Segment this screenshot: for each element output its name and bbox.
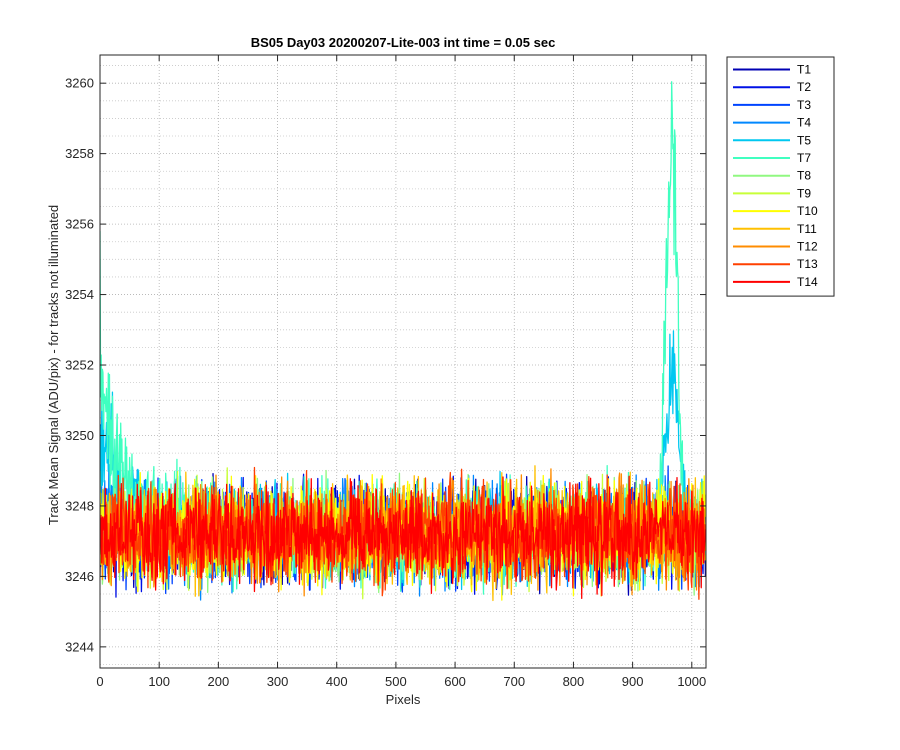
legend: T1 T2 T3 T4 T5 T7 T8 T9 T10 T11 T12 T13 T14	[726, 56, 835, 297]
y-tick-label: 3244	[65, 639, 94, 654]
y-tick-label: 3258	[65, 146, 94, 161]
x-tick-label: 800	[563, 674, 585, 689]
chart-title: BS05 Day03 20200207-Lite-003 int time = …	[251, 35, 556, 50]
y-tick-label: 3260	[65, 76, 94, 91]
x-tick-label: 200	[208, 674, 230, 689]
legend-label-t3: T3	[797, 98, 811, 112]
tick-labels: 0 100 200 300 400 500 600 700 800 900 1000 3244 3246…	[65, 76, 706, 689]
axes-box	[99, 54, 707, 669]
legend-label-t8: T8	[797, 169, 811, 183]
legend-label-t7: T7	[797, 151, 811, 165]
legend-label-t14: T14	[797, 275, 818, 289]
legend-label-t1: T1	[797, 63, 811, 77]
x-tick-label: 900	[622, 674, 644, 689]
legend-label-t13: T13	[797, 257, 818, 271]
axes	[99, 54, 707, 669]
x-tick-label: 400	[326, 674, 348, 689]
y-tick-label: 3250	[65, 428, 94, 443]
y-tick-label: 3248	[65, 498, 94, 513]
legend-label-t5: T5	[797, 133, 811, 147]
legend-label-t9: T9	[797, 186, 811, 200]
y-tick-label: 3254	[65, 287, 94, 302]
y-tick-label: 3246	[65, 569, 94, 584]
grid	[99, 55, 706, 668]
y-tick-label: 3252	[65, 358, 94, 373]
legend-label-t4: T4	[797, 116, 811, 130]
legend-label-t11: T11	[797, 222, 817, 236]
y-tick-label: 3256	[65, 217, 94, 232]
series-line-t14	[100, 475, 706, 599]
x-tick-label: 100	[148, 674, 170, 689]
series-lines	[100, 81, 706, 602]
x-tick-label: 300	[267, 674, 289, 689]
x-tick-label: 600	[444, 674, 466, 689]
legend-label-t10: T10	[797, 204, 818, 218]
x-tick-label: 0	[96, 674, 103, 689]
legend-label-t2: T2	[797, 80, 811, 94]
x-tick-label: 700	[503, 674, 525, 689]
x-axis-label: Pixels	[386, 692, 421, 707]
legend-label-t12: T12	[797, 240, 818, 254]
y-axis-label: Track Mean Signal (ADU/pix) - for tracks…	[46, 205, 61, 525]
x-tick-label: 1000	[677, 674, 706, 689]
x-tick-label: 500	[385, 674, 407, 689]
